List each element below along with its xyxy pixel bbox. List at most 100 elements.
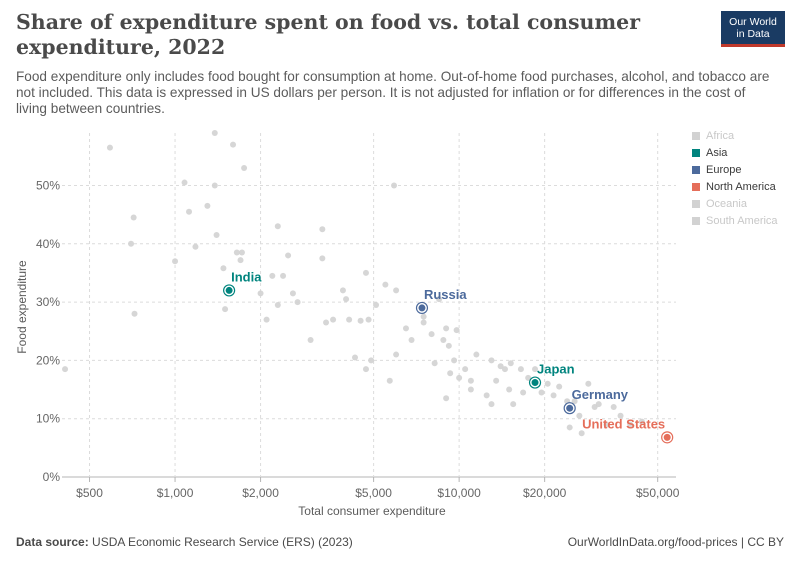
data-point [473, 351, 480, 358]
data-point [172, 258, 179, 265]
data-point [213, 232, 220, 239]
x-tick-label: $1,000 [157, 486, 194, 500]
highlight-point [663, 433, 671, 441]
logo-line-1: Our World [729, 16, 777, 28]
data-point [131, 310, 138, 317]
data-point [428, 331, 435, 338]
data-point [220, 265, 227, 272]
data-source-text: USDA Economic Research Service (ERS) (20… [92, 535, 353, 549]
data-point [368, 357, 375, 364]
legend-swatch [692, 149, 700, 157]
data-point [447, 370, 454, 377]
data-point [343, 296, 350, 303]
data-point [346, 316, 353, 323]
data-point [128, 240, 135, 247]
x-tick-label: $10,000 [437, 486, 481, 500]
legend-swatch [692, 200, 700, 208]
data-point [627, 421, 634, 428]
y-tick-label: 50% [36, 178, 60, 192]
highlight-point [531, 379, 539, 387]
data-points [62, 130, 645, 437]
data-point [544, 380, 551, 387]
source-link[interactable]: OurWorldInData.org/food-prices | CC BY [567, 535, 784, 549]
data-point [330, 316, 337, 323]
data-point [445, 342, 452, 349]
legend-item[interactable]: North America [692, 181, 778, 198]
data-point [373, 302, 380, 308]
data-point [106, 144, 113, 151]
data-point [307, 336, 314, 343]
logo-line-2: in Data [736, 28, 770, 40]
y-tick-label: 0% [43, 470, 61, 484]
highlight-label: India [231, 269, 262, 284]
legend-label: South America [706, 215, 778, 227]
data-point [595, 401, 602, 408]
data-point [456, 374, 463, 381]
legend-item[interactable]: Europe [692, 164, 778, 181]
legend-item[interactable]: Oceania [692, 198, 778, 215]
data-point [230, 141, 237, 148]
data-point [323, 319, 330, 326]
legend-item[interactable]: South America [692, 215, 778, 232]
data-point [443, 395, 450, 402]
data-point [339, 287, 346, 294]
data-point [352, 354, 359, 361]
data-point [638, 418, 645, 425]
data-point [408, 336, 415, 343]
data-point [585, 380, 592, 387]
axis-ticks: 0% 10% 20% 30% 40% 50% $500 $1,000 $2,000 $5,000 $… [36, 178, 680, 500]
x-tick-label: $5,000 [355, 486, 392, 500]
legend-item[interactable]: Africa [692, 130, 778, 147]
data-point [443, 325, 450, 332]
data-point [467, 377, 474, 384]
owid-logo[interactable]: Our World in Data [721, 11, 785, 47]
data-point [62, 366, 69, 373]
data-point [440, 336, 447, 343]
data-point [571, 398, 578, 405]
legend-label: Oceania [706, 198, 747, 210]
data-point [222, 306, 229, 313]
data-point [393, 351, 400, 358]
data-point [211, 130, 218, 136]
y-axis-label: Food expenditure [15, 260, 29, 354]
data-point [237, 257, 244, 264]
data-point [501, 366, 508, 373]
data-point [483, 392, 490, 399]
data-point [538, 389, 545, 396]
data-point [192, 243, 199, 250]
legend-label: North America [706, 181, 776, 193]
data-point [431, 360, 438, 367]
data-point [391, 182, 398, 189]
chart-subtitle: Food expenditure only includes food boug… [16, 69, 770, 116]
data-point [510, 401, 517, 408]
data-source: Data source: USDA Economic Research Serv… [16, 535, 353, 549]
legend-item[interactable]: Asia [692, 147, 778, 164]
legend: Africa Asia Europe North America Oceania Sout… [692, 130, 778, 232]
highlight-label: United States [582, 416, 665, 431]
legend-swatch [692, 183, 700, 191]
y-tick-label: 40% [36, 237, 60, 251]
data-point [507, 360, 514, 367]
data-point [357, 317, 364, 324]
data-point [506, 386, 513, 393]
data-point [274, 302, 281, 308]
data-point [181, 179, 188, 186]
data-point [211, 182, 218, 189]
data-point [289, 290, 296, 297]
data-point [566, 424, 573, 431]
legend-label: Africa [706, 130, 735, 142]
y-tick-label: 30% [36, 295, 60, 309]
data-point [238, 249, 245, 256]
data-source-label: Data source: [16, 535, 89, 549]
legend-swatch [692, 132, 700, 140]
data-point [453, 327, 460, 334]
data-point [362, 366, 369, 373]
data-point [382, 281, 389, 288]
x-axis-label: Total consumer expenditure [298, 504, 446, 518]
data-point [319, 226, 326, 233]
x-tick-label: $2,000 [242, 486, 279, 500]
data-point [241, 164, 248, 171]
data-point [274, 223, 281, 230]
data-point [617, 412, 624, 419]
data-point [130, 214, 137, 221]
